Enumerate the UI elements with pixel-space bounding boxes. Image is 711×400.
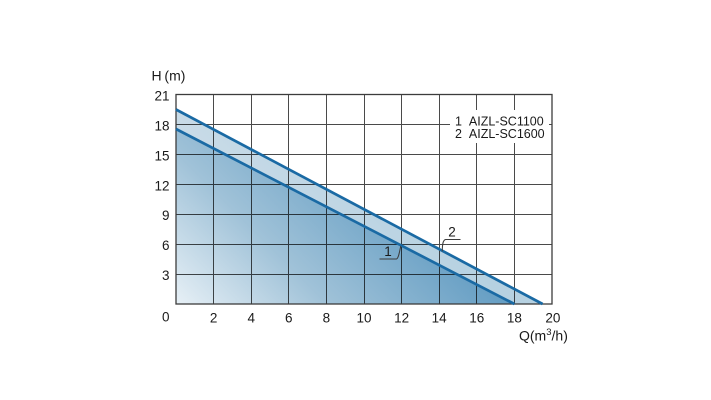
svg-text:6: 6	[162, 238, 170, 253]
svg-text:2: 2	[210, 311, 218, 326]
svg-text:15: 15	[154, 148, 169, 163]
svg-text:3: 3	[162, 268, 170, 283]
svg-text:0: 0	[162, 310, 170, 325]
svg-text:18: 18	[507, 311, 522, 326]
svg-text:20: 20	[545, 311, 560, 326]
svg-text:2 AIZL-SC1600: 2 AIZL-SC1600	[455, 127, 545, 141]
svg-text:4: 4	[247, 311, 255, 326]
svg-text:9: 9	[162, 208, 170, 223]
svg-text:10: 10	[356, 311, 371, 326]
svg-text:2: 2	[448, 225, 456, 240]
svg-text:8: 8	[323, 311, 331, 326]
svg-text:6: 6	[285, 311, 293, 326]
svg-text:12: 12	[154, 178, 169, 193]
svg-text:12: 12	[394, 311, 409, 326]
svg-text:1 AIZL-SC1100: 1 AIZL-SC1100	[455, 115, 544, 129]
svg-text:16: 16	[469, 311, 484, 326]
svg-text:1: 1	[384, 244, 392, 259]
svg-text:H (m): H (m)	[152, 68, 186, 84]
svg-text:21: 21	[154, 89, 169, 104]
svg-text:14: 14	[432, 311, 448, 326]
svg-text:Q(m3/h): Q(m3/h)	[519, 327, 568, 344]
svg-text:18: 18	[154, 118, 169, 133]
